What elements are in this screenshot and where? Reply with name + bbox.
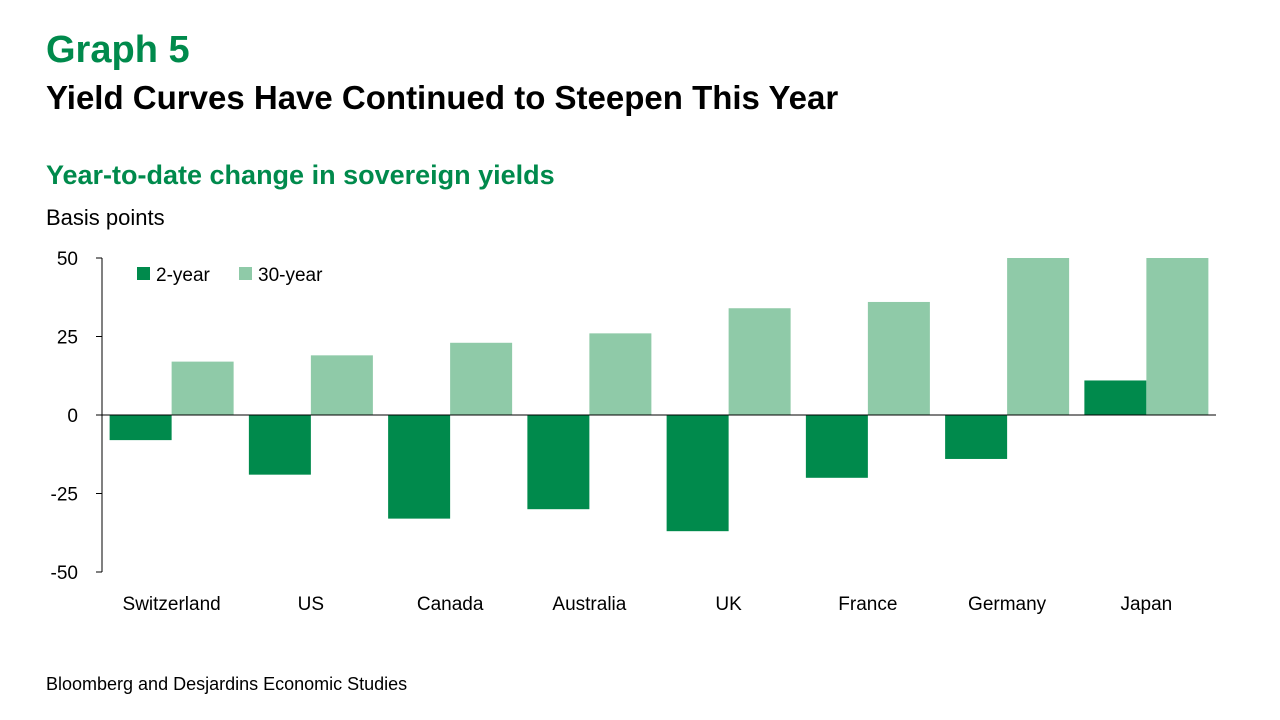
y-tick-label: 0 bbox=[67, 406, 78, 427]
page-title: Yield Curves Have Continued to Steepen T… bbox=[46, 79, 839, 116]
legend-swatch bbox=[239, 267, 252, 280]
bar-30-year-switzerland bbox=[171, 361, 234, 415]
bar-30-year-japan bbox=[1146, 258, 1209, 415]
y-tick-label: -50 bbox=[51, 563, 78, 584]
bar-2-year-germany bbox=[945, 415, 1008, 459]
bar-2-year-japan bbox=[1084, 380, 1147, 415]
bar-2-year-switzerland bbox=[109, 415, 172, 441]
bar-2-year-france bbox=[805, 415, 868, 478]
bar-2-year-canada bbox=[388, 415, 451, 519]
x-tick-label: Germany bbox=[968, 594, 1047, 615]
y-axis-ticks: 50 25 0 -25 -50 bbox=[51, 249, 102, 584]
legend-label: 30-year bbox=[258, 265, 323, 286]
y-tick-label: 50 bbox=[57, 249, 78, 270]
x-tick-label: US bbox=[298, 594, 324, 615]
legend-swatch bbox=[137, 267, 150, 280]
bar-30-year-germany bbox=[1007, 258, 1070, 415]
graph-number: Graph 5 bbox=[46, 29, 190, 71]
bar-30-year-uk bbox=[728, 308, 791, 415]
y-tick-label: 25 bbox=[57, 328, 78, 349]
source-note: Bloomberg and Desjardins Economic Studie… bbox=[46, 674, 408, 694]
bar-series bbox=[109, 258, 1209, 532]
bar-30-year-canada bbox=[450, 342, 513, 415]
bar-30-year-australia bbox=[589, 333, 652, 415]
chart-legend: 2-year 30-year bbox=[137, 265, 323, 286]
bar-30-year-france bbox=[867, 301, 930, 415]
x-axis-labels: Switzerland US Canada Australia UK France Germ… bbox=[123, 594, 1173, 615]
y-tick-label: -25 bbox=[51, 485, 78, 506]
bar-2-year-uk bbox=[666, 415, 729, 532]
bar-2-year-us bbox=[248, 415, 311, 475]
y-axis-unit-label: Basis points bbox=[46, 205, 165, 230]
chart-title: Year-to-date change in sovereign yields bbox=[46, 160, 555, 190]
x-tick-label: Australia bbox=[552, 594, 626, 615]
x-tick-label: UK bbox=[715, 594, 742, 615]
x-tick-label: Switzerland bbox=[123, 594, 221, 615]
x-tick-label: Canada bbox=[417, 594, 484, 615]
legend-label: 2-year bbox=[156, 265, 211, 286]
x-tick-label: France bbox=[838, 594, 897, 615]
bar-2-year-australia bbox=[527, 415, 590, 510]
bar-30-year-us bbox=[310, 355, 373, 415]
x-tick-label: Japan bbox=[1120, 594, 1172, 615]
